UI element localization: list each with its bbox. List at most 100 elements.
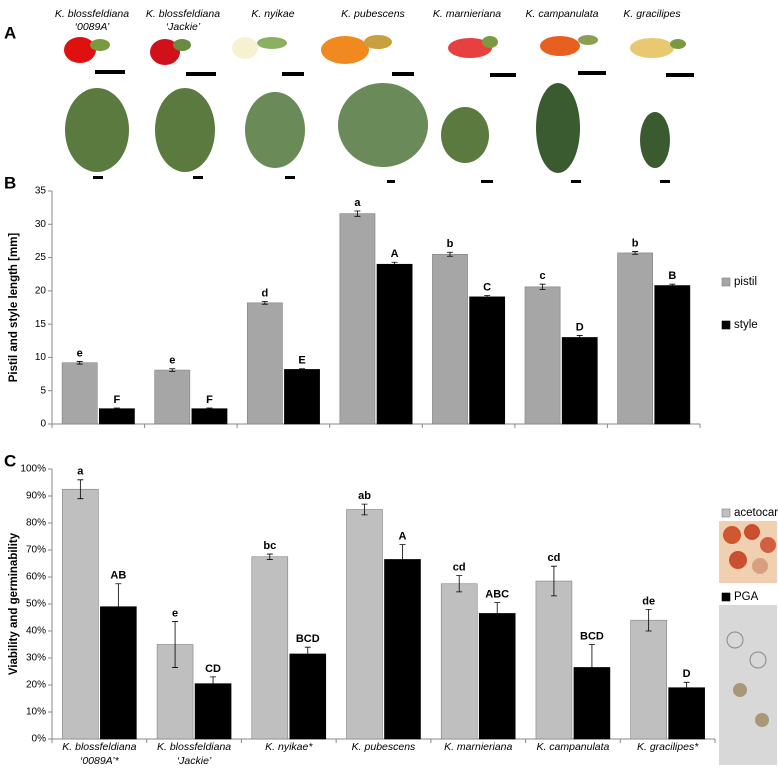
significance-letter: BCD xyxy=(296,633,320,645)
bar xyxy=(154,369,191,425)
y-tick-label: 20% xyxy=(26,680,46,691)
bar xyxy=(376,263,413,425)
legend-label: PGA xyxy=(734,591,759,603)
x-tick-label: K. marnieriana xyxy=(444,741,512,753)
significance-letter: BCD xyxy=(580,630,604,642)
significance-letter: b xyxy=(447,238,454,250)
x-tick-label: K. blossfeldiana xyxy=(62,741,136,753)
y-tick-label: 90% xyxy=(26,491,46,502)
legend-label: pistil xyxy=(734,276,757,288)
y-tick-label: 30 xyxy=(35,219,47,230)
significance-letter: cd xyxy=(548,552,561,564)
error-bar xyxy=(76,361,83,365)
x-tick-label: K. gracilipes* xyxy=(637,741,699,753)
y-tick-label: 35 xyxy=(35,186,47,197)
flower-photo xyxy=(630,38,694,77)
bar xyxy=(98,408,135,425)
x-tick-label: K. blossfeldiana xyxy=(157,741,231,753)
error-bar xyxy=(632,251,639,255)
error-bar xyxy=(588,644,595,691)
flower-photo xyxy=(232,37,304,76)
error-bar xyxy=(494,602,501,625)
bar xyxy=(346,509,383,740)
significance-letter: AB xyxy=(110,570,126,582)
x-tick-label: K. pubescens xyxy=(352,741,416,753)
significance-letter: b xyxy=(632,237,639,249)
bar xyxy=(535,580,573,740)
photos xyxy=(64,35,777,770)
error-bar xyxy=(266,553,273,560)
bar xyxy=(524,286,561,425)
error-bar xyxy=(576,335,583,340)
error-bar xyxy=(115,583,122,631)
y-tick-label: 25 xyxy=(35,252,47,263)
bar xyxy=(630,619,667,740)
legend-swatch xyxy=(721,320,731,330)
significance-letter: a xyxy=(77,466,84,478)
error-bar xyxy=(113,407,120,410)
bar xyxy=(440,583,478,740)
species-label: ‘0089A’ xyxy=(75,21,110,33)
y-tick-label: 50% xyxy=(26,599,46,610)
flower-photo xyxy=(64,37,125,74)
flower-photo xyxy=(540,35,606,75)
significance-letter: D xyxy=(576,321,584,333)
error-bar xyxy=(210,676,217,691)
error-bar xyxy=(299,368,306,371)
significance-letter: ab xyxy=(358,490,371,502)
significance-letter: e xyxy=(77,347,83,359)
legend-swatch xyxy=(721,508,731,518)
y-tick-label: 5 xyxy=(40,385,46,396)
bar xyxy=(668,687,705,740)
species-label: K. pubescens xyxy=(341,8,405,20)
significance-letter: E xyxy=(298,355,305,367)
panel-label: A xyxy=(4,23,16,42)
error-bar xyxy=(446,251,453,257)
x-tick-label: K. nyikae* xyxy=(265,741,313,753)
species-label: ‘Jackie’ xyxy=(166,21,201,33)
legend-label: style xyxy=(734,319,758,331)
panel-label: B xyxy=(4,173,16,192)
significance-letter: a xyxy=(354,197,361,209)
significance-letter: cd xyxy=(453,562,466,574)
y-tick-label: 100% xyxy=(20,464,46,475)
bar xyxy=(478,613,516,740)
flower-photo xyxy=(321,35,414,76)
significance-letter: CD xyxy=(205,663,221,675)
bar xyxy=(432,253,468,425)
legend-swatch xyxy=(721,592,731,602)
bar xyxy=(191,408,228,425)
error-bar xyxy=(484,295,491,299)
species-label: K. campanulata xyxy=(526,8,599,20)
y-tick-label: 0 xyxy=(40,419,46,430)
bar xyxy=(62,488,99,740)
x-tick-label: ‘Jackie’ xyxy=(177,755,212,765)
species-label: K. blossfeldiana xyxy=(55,8,129,20)
flower-photo xyxy=(150,39,216,76)
bar xyxy=(61,362,98,425)
significance-letter: B xyxy=(668,270,676,282)
error-bar xyxy=(539,283,546,290)
error-bar xyxy=(683,681,690,694)
significance-letter: c xyxy=(539,270,545,282)
inset-photo xyxy=(719,605,777,770)
significance-letter: F xyxy=(206,394,213,406)
x-tick-label: ‘0089A’* xyxy=(80,755,120,765)
species-label: K. blossfeldiana xyxy=(146,8,220,20)
significance-letter: F xyxy=(114,394,121,406)
error-bar xyxy=(172,621,179,668)
y-tick-label: 40% xyxy=(26,626,46,637)
bar xyxy=(194,683,232,740)
inset-photo xyxy=(719,521,777,583)
bar xyxy=(284,369,320,425)
species-label: K. gracilipes xyxy=(623,8,681,20)
significance-letter: D xyxy=(683,668,691,680)
x-tick-label: K. campanulata xyxy=(536,741,609,753)
scale-bar xyxy=(93,176,670,183)
y-tick-label: 20 xyxy=(35,285,47,296)
error-bar xyxy=(206,407,213,410)
significance-letter: C xyxy=(483,281,491,293)
error-bar xyxy=(304,646,311,662)
y-axis-title: Pistil and style length [mm] xyxy=(8,233,20,383)
